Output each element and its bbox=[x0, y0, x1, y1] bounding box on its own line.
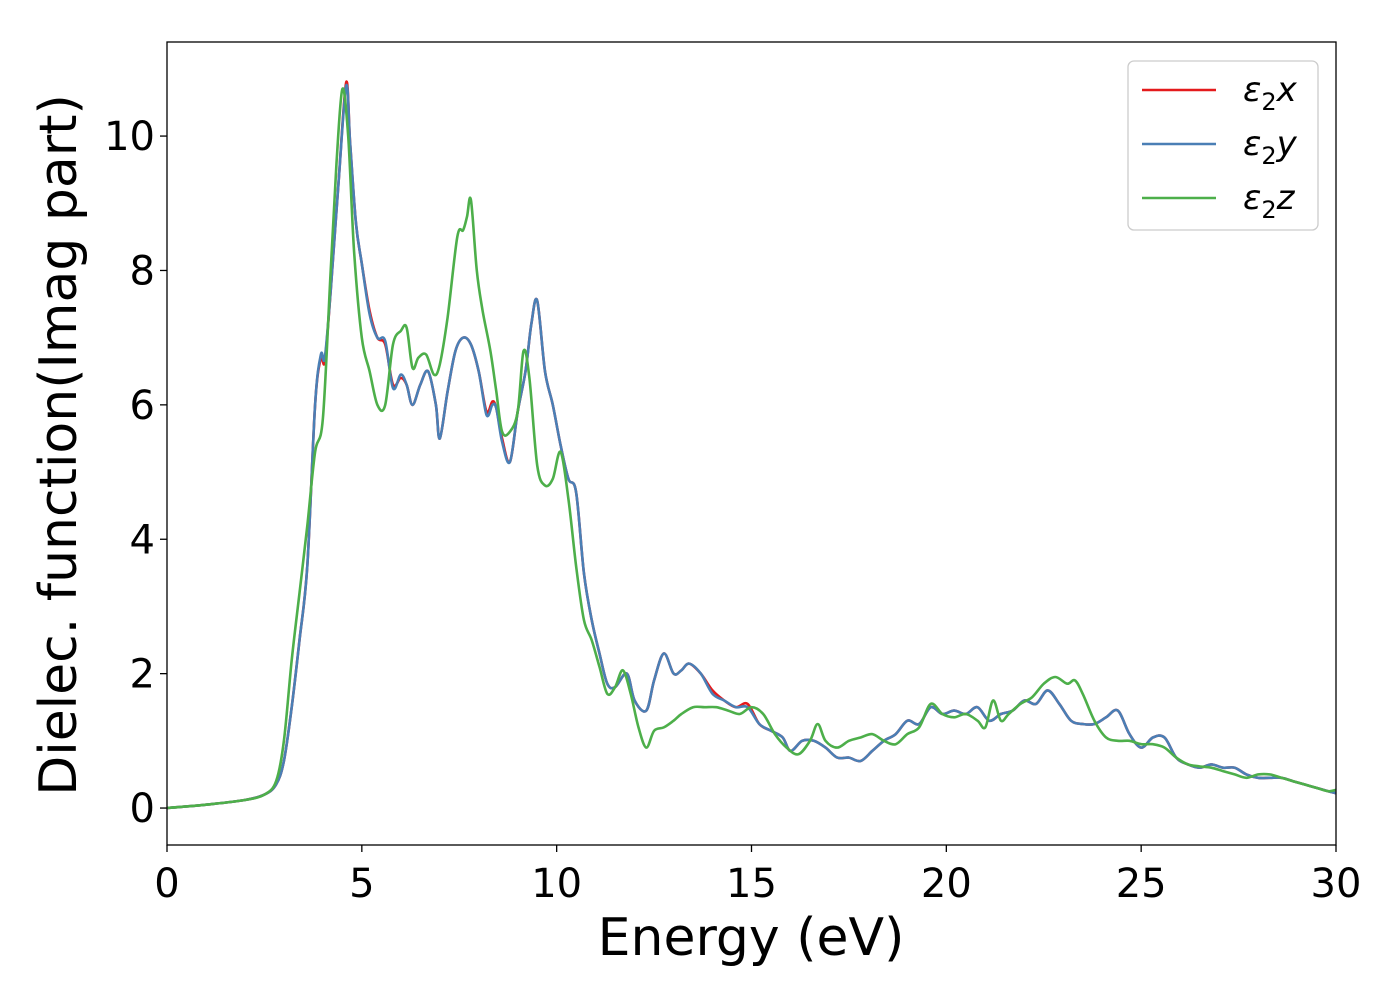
series-line-y bbox=[166, 83, 1337, 810]
y-tick-label: 4 bbox=[130, 517, 155, 563]
x-tick-label: 0 bbox=[154, 861, 179, 907]
legend-label-y: ε2y bbox=[1243, 124, 1298, 170]
y-tick-label: 2 bbox=[130, 652, 155, 698]
y-tick-label: 8 bbox=[130, 248, 155, 294]
x-tick-label: 30 bbox=[1311, 861, 1362, 907]
x-tick-label: 15 bbox=[726, 861, 777, 907]
x-tick-label: 20 bbox=[921, 861, 972, 907]
ticks-layer: 0 5 10 15 20 25 30 0 2 4 6 8 10 bbox=[104, 114, 1361, 907]
x-tick-label: 5 bbox=[349, 861, 374, 907]
x-tick-label: 10 bbox=[531, 861, 582, 907]
series-line-z bbox=[166, 87, 1337, 810]
y-tick-label: 6 bbox=[130, 383, 155, 429]
x-axis-label: Energy (eV) bbox=[598, 908, 905, 968]
legend: ε2x ε2y ε2z bbox=[1127, 60, 1319, 231]
y-axis-label: Dielec. function(Imag part) bbox=[29, 94, 89, 796]
series-layer bbox=[166, 80, 1337, 810]
legend-label-x: ε2x bbox=[1243, 70, 1298, 116]
legend-label-z: ε2z bbox=[1243, 178, 1296, 224]
legend-box bbox=[1127, 60, 1319, 231]
x-tick-label: 25 bbox=[1116, 861, 1167, 907]
y-tick-label: 0 bbox=[130, 786, 155, 832]
y-tick-label: 10 bbox=[104, 114, 155, 160]
